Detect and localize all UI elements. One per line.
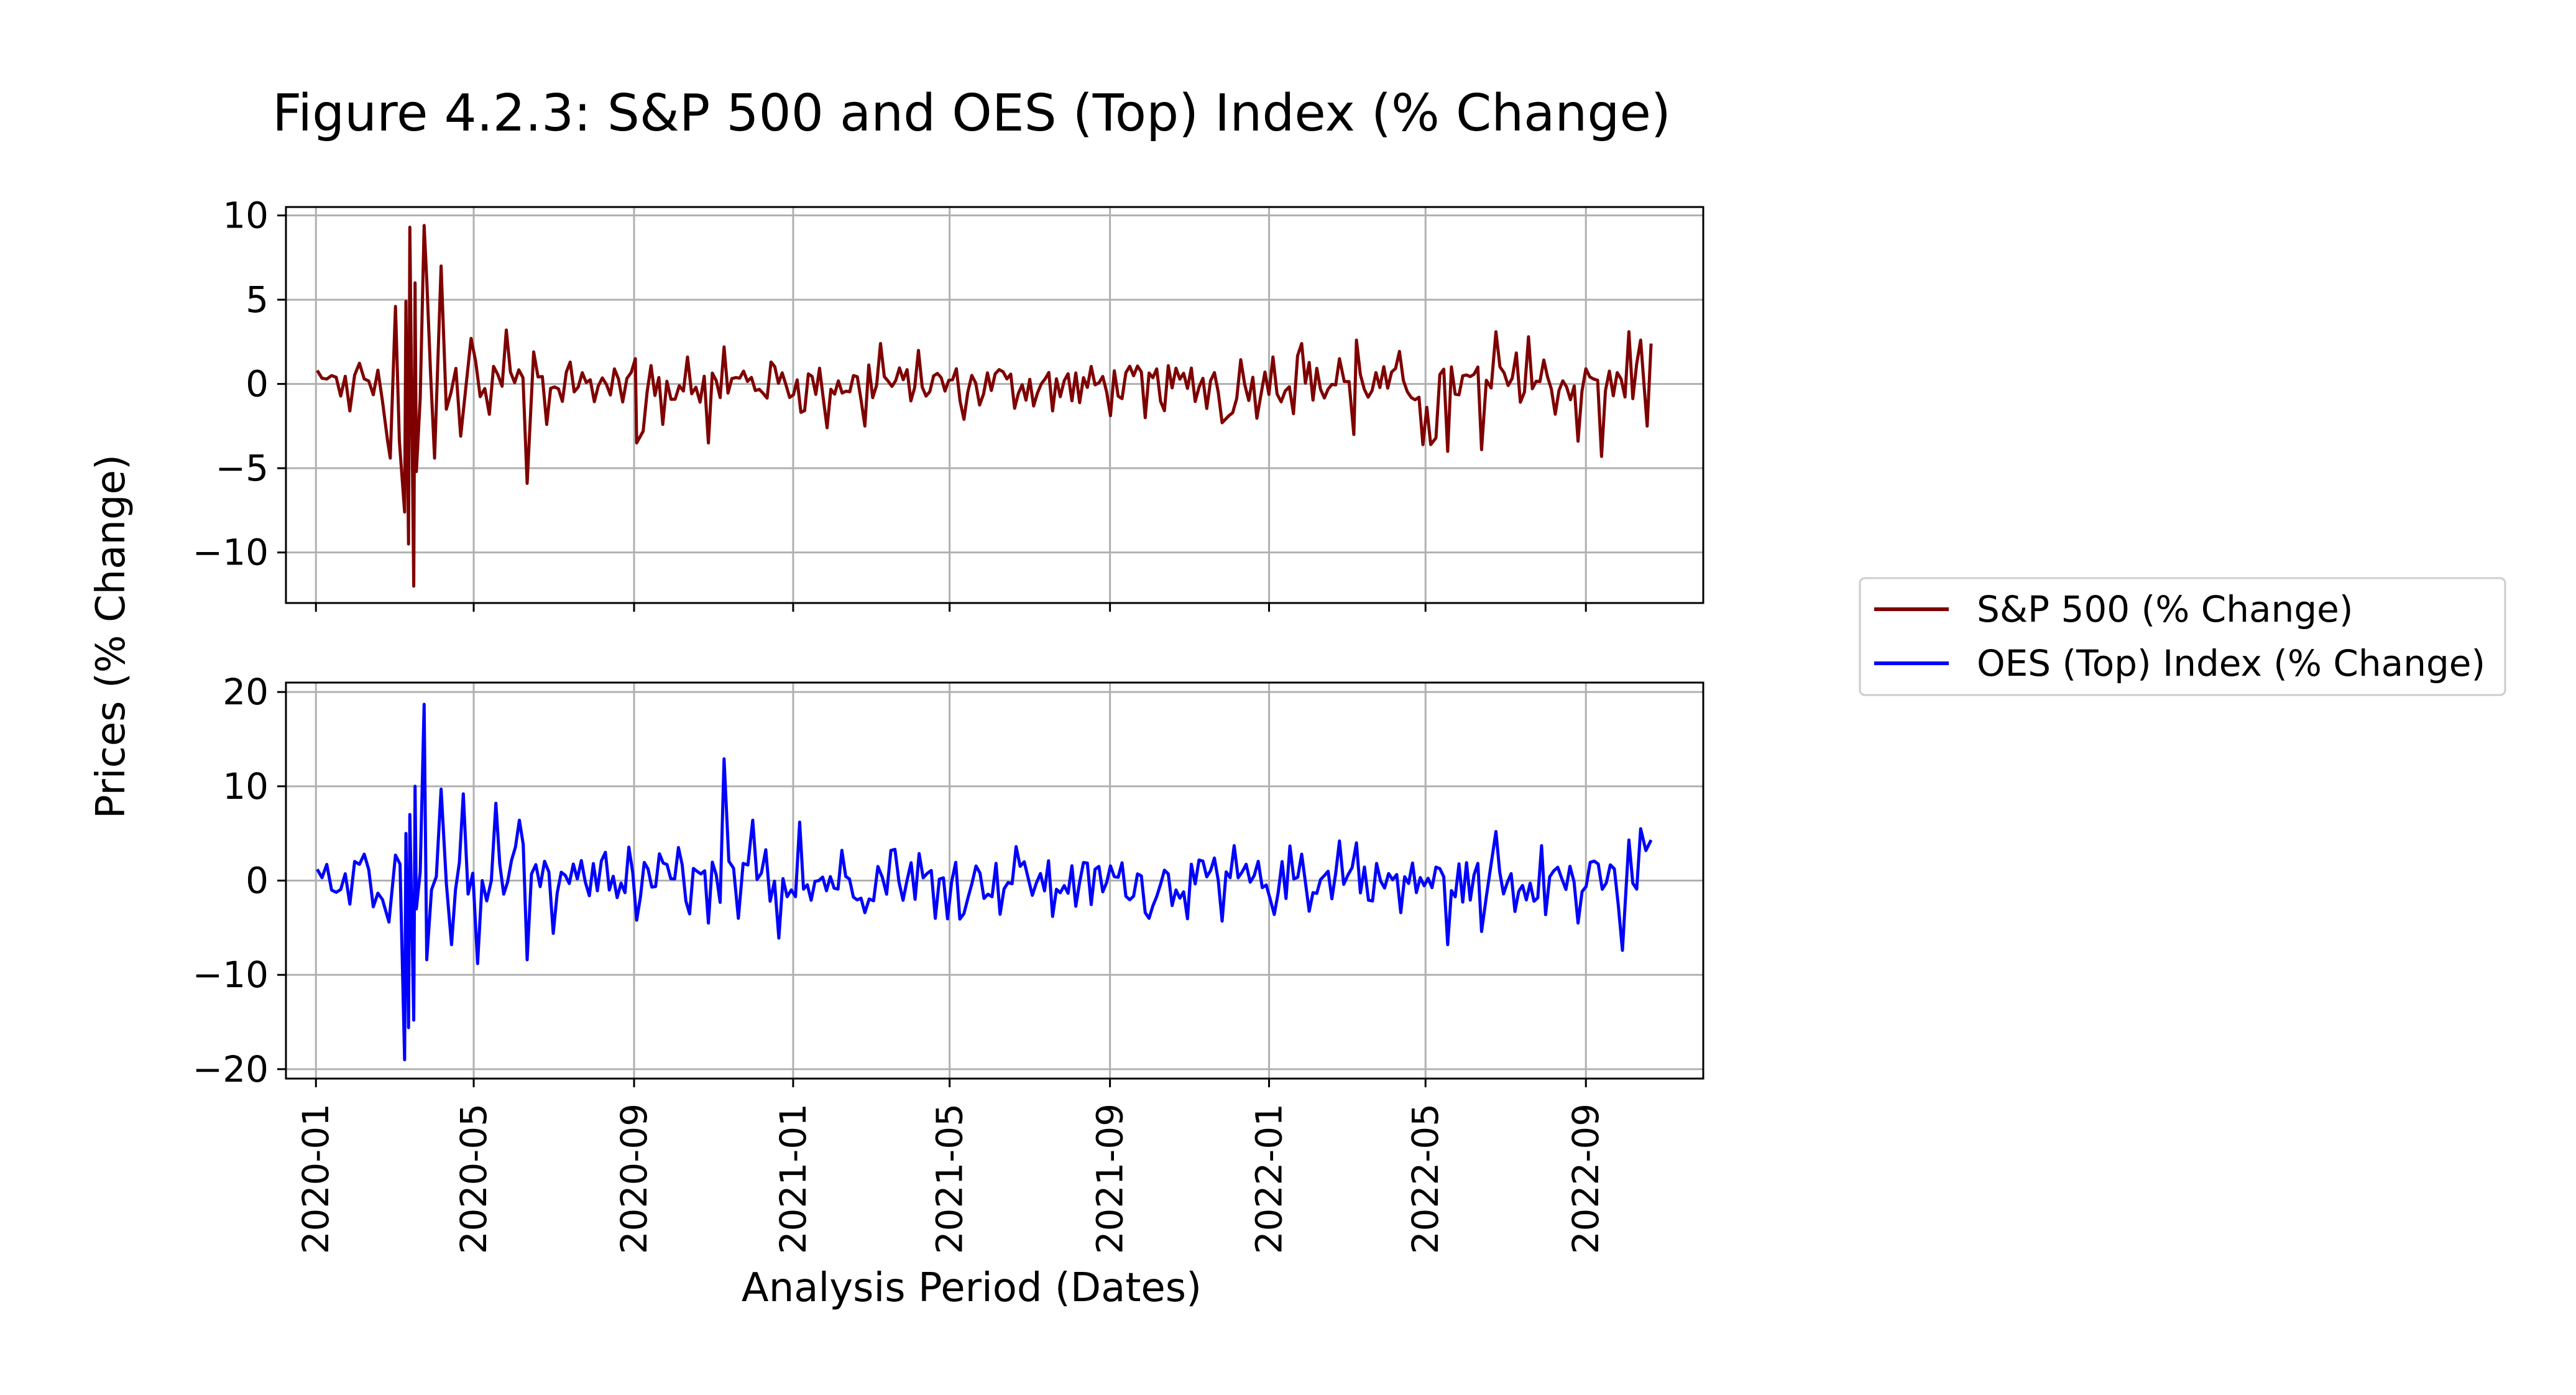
x-tick-label: 2022-01 bbox=[1248, 1103, 1290, 1254]
x-tick-label: 2020-05 bbox=[453, 1103, 495, 1254]
bottom-panel-oes: 20 10 0 −10 −20 bbox=[193, 671, 1704, 1090]
y-tick-label: 0 bbox=[246, 860, 269, 902]
y-tick-label: 20 bbox=[223, 671, 269, 713]
y-tick-label: −20 bbox=[193, 1048, 269, 1090]
y-tick-label: 5 bbox=[246, 279, 269, 321]
top-panel-sp500: 10 5 0 −5 −10 bbox=[193, 195, 1704, 612]
x-tick-label: 2021-01 bbox=[772, 1103, 814, 1254]
series-line-sp500 bbox=[316, 224, 1653, 588]
x-tick-labels: 2020-01 2020-05 2020-09 2021-01 2021-05 2021-… bbox=[295, 1103, 1607, 1254]
y-tick-label: −10 bbox=[193, 532, 269, 574]
x-tick-label: 2022-05 bbox=[1404, 1103, 1447, 1254]
y-tick-label: 10 bbox=[223, 195, 269, 237]
plot-frame bbox=[285, 681, 1704, 1080]
y-tick-label: 10 bbox=[223, 765, 269, 808]
y-tick-label: −5 bbox=[216, 447, 269, 489]
y-tick-label: 0 bbox=[246, 363, 269, 405]
x-tick-label: 2021-09 bbox=[1089, 1103, 1131, 1254]
series-line-oes bbox=[316, 702, 1653, 1062]
y-axis-label: Prices (% Change) bbox=[88, 454, 134, 819]
plot-frame bbox=[285, 206, 1704, 604]
legend-label-sp500: S&P 500 (% Change) bbox=[1977, 588, 2353, 630]
legend-label-oes: OES (Top) Index (% Change) bbox=[1977, 642, 2485, 684]
x-tick-label: 2020-09 bbox=[613, 1103, 655, 1254]
y-tick-label: −10 bbox=[193, 954, 269, 996]
x-tick-label: 2021-05 bbox=[929, 1103, 971, 1254]
legend: S&P 500 (% Change) OES (Top) Index (% Ch… bbox=[1859, 577, 2506, 696]
chart-title: Figure 4.2.3: S&P 500 and OES (Top) Inde… bbox=[272, 84, 1671, 143]
x-tick-label: 2022-09 bbox=[1565, 1103, 1607, 1254]
x-tick-label: 2020-01 bbox=[295, 1103, 337, 1254]
x-axis-label: Analysis Period (Dates) bbox=[742, 1265, 1202, 1311]
legend-frame bbox=[1859, 577, 2506, 696]
